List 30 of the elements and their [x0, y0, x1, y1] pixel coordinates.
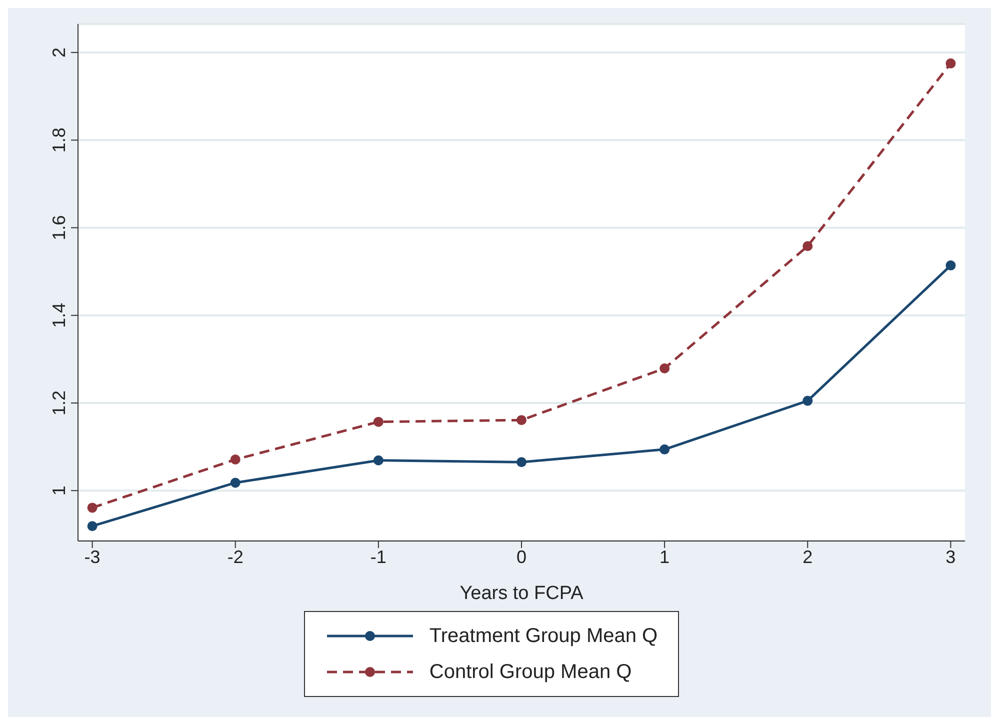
point: [802, 241, 813, 252]
x-tick-label: -3: [84, 546, 100, 567]
point: [946, 260, 956, 270]
y-tick-label: 1.2: [49, 390, 69, 416]
y-tick-label: 1.4: [49, 302, 69, 328]
x-tick-label: -2: [227, 546, 244, 567]
point: [802, 396, 813, 406]
y-tick-label: 1: [49, 486, 69, 496]
x-axis-title: Years to FCPA: [460, 583, 584, 604]
legend-label: Treatment Group Mean Q: [429, 624, 658, 648]
point: [373, 455, 384, 466]
y-tick-label: 2: [49, 47, 69, 58]
legend-label: Control Group Mean Q: [429, 660, 632, 684]
x-tick-label: 2: [802, 546, 813, 567]
point: [946, 58, 956, 68]
point: [230, 478, 240, 488]
x-tick-label: 0: [516, 546, 527, 567]
point: [87, 502, 98, 513]
point: [516, 415, 526, 426]
x-tick-label: 3: [946, 546, 956, 567]
y-tick-label: 1.8: [49, 128, 69, 153]
point: [516, 457, 526, 468]
x-tick-label: 1: [660, 546, 670, 567]
point: [87, 521, 98, 532]
point: [660, 363, 670, 374]
y-tick-label: 1.6: [49, 215, 69, 240]
point: [373, 416, 384, 427]
x-tick-label: -1: [370, 546, 386, 567]
point: [230, 454, 240, 465]
point: [660, 444, 670, 454]
